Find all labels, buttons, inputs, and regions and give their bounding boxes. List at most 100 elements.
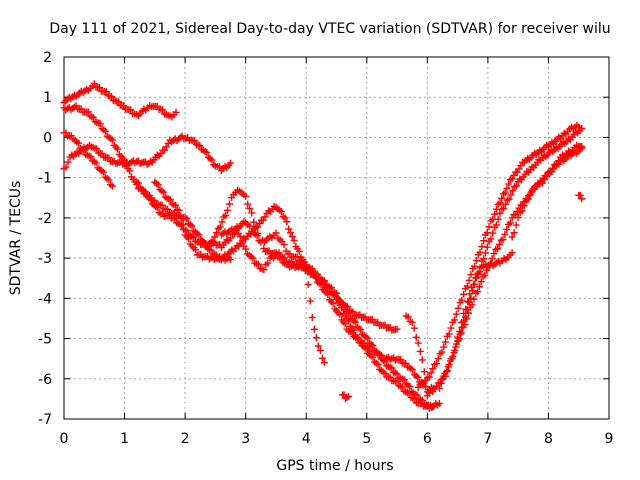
plot-frame [63, 56, 610, 420]
x-tick-label: 1 [120, 431, 129, 447]
data-point [475, 283, 483, 291]
data-point [542, 172, 550, 180]
data-point [391, 369, 399, 377]
data-point [357, 337, 365, 345]
data-point [390, 368, 398, 376]
data-point [398, 383, 406, 391]
data-point [498, 194, 506, 202]
y-tick-label: -4 [38, 291, 52, 307]
data-point [374, 361, 382, 369]
data-point [316, 347, 324, 355]
data-point [470, 295, 478, 303]
data-point [227, 256, 235, 264]
series-track-4 [60, 129, 116, 190]
y-tick-label: 0 [43, 130, 52, 146]
data-point [102, 88, 110, 96]
data-point [172, 201, 180, 209]
data-point [283, 218, 291, 226]
data-point [495, 240, 503, 248]
data-point [295, 247, 303, 255]
series-track-6 [151, 178, 328, 367]
data-point [503, 225, 511, 233]
data-point [467, 271, 475, 279]
data-point [443, 368, 451, 376]
data-point [312, 334, 320, 342]
x-tick-label: 2 [181, 431, 190, 447]
data-point [163, 194, 171, 202]
data-point [177, 213, 185, 221]
data-point [242, 245, 250, 253]
data-point [226, 200, 234, 208]
data-point [413, 391, 421, 399]
data-point [153, 180, 161, 188]
data-point [442, 338, 449, 346]
data-point [218, 218, 226, 226]
data-point [496, 199, 504, 207]
x-axis-tick-labels: 0 1 2 3 4 5 6 7 8 9 [60, 431, 614, 447]
data-point [470, 281, 478, 289]
data-point [420, 368, 428, 376]
y-tick-label: -1 [38, 171, 52, 187]
data-point [464, 297, 472, 305]
data-point [578, 124, 586, 132]
data-point [553, 160, 561, 168]
data-point [421, 383, 429, 391]
data-point [505, 180, 513, 188]
data-point [439, 374, 447, 382]
data-point [395, 381, 403, 389]
data-point [518, 207, 526, 215]
data-point [115, 98, 122, 106]
series-track-10 [320, 277, 443, 411]
data-point [62, 163, 70, 171]
data-point [410, 324, 418, 332]
data-point [404, 313, 412, 321]
series-track-3 [60, 132, 235, 175]
data-point [179, 220, 187, 228]
data-point [320, 359, 328, 367]
data-point [174, 220, 182, 228]
y-axis-label: SDTVAR / TECUs [8, 181, 24, 296]
data-point [503, 184, 511, 192]
data-point [98, 150, 106, 158]
data-point [481, 249, 489, 257]
data-point [87, 153, 95, 161]
data-point [462, 305, 470, 313]
data-point [496, 209, 504, 217]
data-point [153, 204, 161, 212]
data-point [108, 182, 116, 190]
data-point [250, 218, 258, 226]
data-point [578, 195, 586, 203]
data-point [164, 205, 172, 213]
data-point [127, 106, 135, 114]
data-point [350, 326, 358, 334]
data-point [491, 210, 499, 218]
data-point [432, 360, 440, 368]
data-point [93, 145, 101, 153]
data-point [352, 318, 360, 326]
series-track-12 [339, 391, 353, 402]
data-point [418, 396, 426, 404]
data-point [280, 241, 288, 249]
data-point [96, 120, 104, 128]
data-point [458, 296, 466, 304]
data-point [500, 204, 508, 212]
data-point [406, 383, 414, 391]
data-point [114, 145, 122, 153]
data-point [84, 108, 92, 116]
data-point [505, 195, 513, 203]
data-point [509, 187, 517, 195]
data-point [386, 373, 394, 381]
data-point [88, 113, 96, 121]
data-point [349, 308, 357, 316]
data-point [408, 318, 416, 326]
data-point [86, 112, 94, 120]
data-point [384, 363, 392, 371]
axis-ticks [63, 56, 610, 420]
data-point [480, 255, 488, 263]
x-tick-label: 3 [241, 431, 250, 447]
data-point [412, 372, 420, 380]
data-point [95, 84, 103, 92]
x-tick-label: 8 [544, 431, 553, 447]
data-point [339, 300, 347, 308]
